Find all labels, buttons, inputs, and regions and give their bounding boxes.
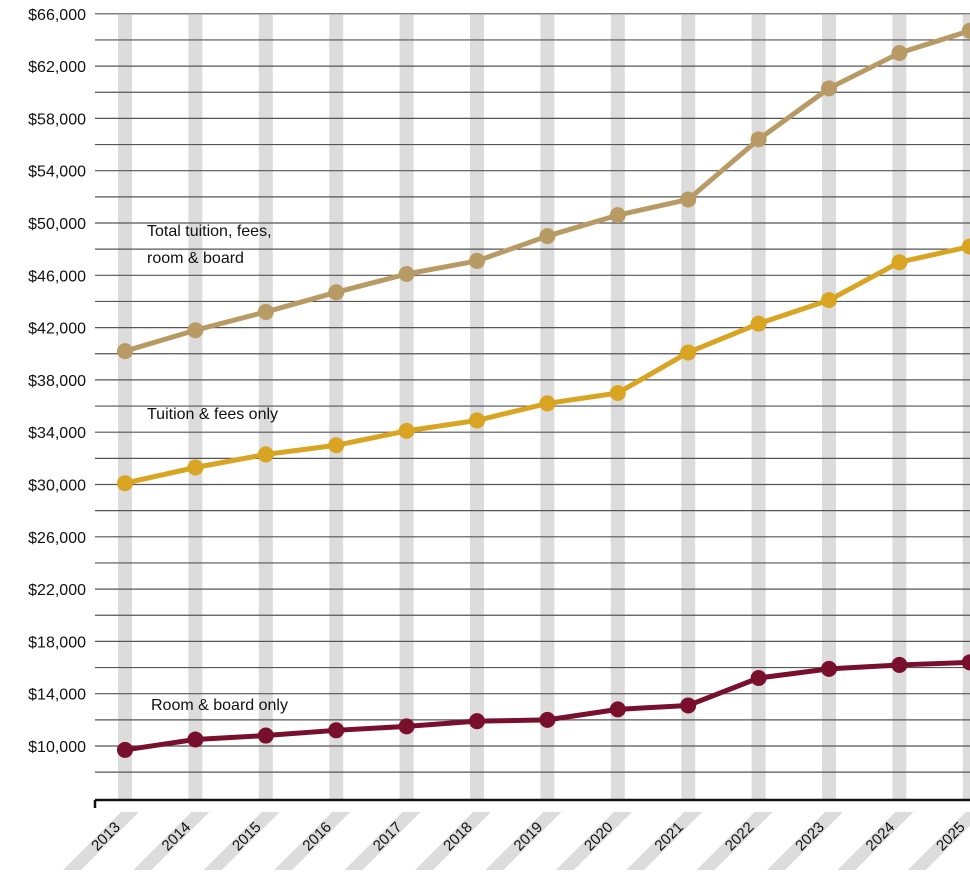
y-tick-label: $22,000 — [28, 582, 86, 599]
y-tick-label: $62,000 — [28, 59, 86, 76]
y-tick-label: $58,000 — [28, 111, 86, 128]
column-band — [470, 15, 484, 800]
data-point-total — [750, 131, 767, 148]
x-tick-stripe — [837, 812, 914, 870]
data-point-room — [469, 713, 485, 730]
series-label-line: Total tuition, fees, — [147, 223, 272, 240]
data-point-tuition — [328, 437, 345, 454]
column-band — [822, 15, 836, 800]
data-point-room — [398, 718, 415, 735]
series-label-total: Total tuition, fees, room & board — [147, 223, 272, 267]
y-tick-label: $30,000 — [28, 478, 86, 495]
data-point-tuition — [117, 475, 133, 492]
data-point-tuition — [750, 315, 767, 332]
data-point-total — [187, 322, 204, 339]
data-point-room — [117, 741, 133, 758]
data-point-total — [891, 45, 908, 62]
data-point-total — [539, 228, 556, 245]
x-tick-stripe — [696, 812, 773, 870]
column-band — [962, 15, 970, 800]
series-label-line: room & board — [147, 250, 244, 267]
x-tick-stripe — [907, 812, 970, 870]
data-point-tuition — [257, 446, 274, 463]
y-axis-ticks: $10,000 $14,000 $18,000 $22,000 $26,000 $30,0… — [28, 7, 86, 756]
data-point-room — [891, 656, 908, 673]
y-tick-label: $46,000 — [28, 268, 86, 285]
data-point-room — [680, 697, 697, 714]
x-tick-stripe — [274, 812, 351, 870]
y-tick-label: $18,000 — [28, 634, 86, 651]
data-point-total — [609, 207, 626, 224]
data-point-room — [821, 660, 837, 677]
data-point-tuition — [609, 384, 626, 401]
column-band — [892, 15, 907, 800]
data-point-room — [609, 701, 626, 718]
data-point-tuition — [680, 344, 697, 361]
y-tick-label: $34,000 — [28, 425, 86, 442]
data-point-total — [821, 80, 837, 97]
x-tick-stripe — [555, 812, 632, 870]
data-point-tuition — [961, 238, 970, 255]
data-point-total — [257, 303, 274, 320]
data-point-room — [328, 722, 345, 739]
data-point-total — [328, 284, 345, 301]
y-tick-label: $26,000 — [28, 530, 86, 547]
series-label-line: Room & board only — [151, 697, 288, 714]
data-point-tuition — [891, 254, 908, 271]
series-label-line: Tuition & fees only — [147, 406, 278, 423]
data-point-total — [469, 252, 485, 269]
data-point-room — [539, 711, 556, 728]
y-tick-label: $54,000 — [28, 164, 86, 181]
x-tick-stripe — [767, 812, 843, 870]
data-point-total — [680, 191, 697, 208]
x-tick-stripe — [203, 812, 280, 870]
x-tick-stripe — [63, 812, 139, 870]
y-tick-label: $66,000 — [28, 7, 86, 24]
y-tick-label: $38,000 — [28, 373, 86, 390]
data-point-total — [117, 343, 133, 360]
data-point-tuition — [469, 412, 485, 429]
data-point-total — [398, 265, 415, 282]
series-lines — [117, 22, 970, 758]
y-tick-label: $10,000 — [28, 739, 86, 756]
column-band — [751, 15, 766, 800]
x-tick-stripe — [485, 812, 562, 870]
data-point-tuition — [539, 395, 556, 412]
gridlines — [95, 13, 970, 773]
column-band — [399, 15, 414, 800]
data-point-tuition — [821, 292, 837, 309]
data-point-tuition — [187, 459, 204, 476]
series-labels: Total tuition, fees, room & board Tuition … — [147, 223, 288, 714]
series-label-tuition: Tuition & fees only — [147, 406, 278, 423]
x-tick-stripe — [626, 812, 703, 870]
column-band — [258, 15, 273, 800]
y-tick-label: $50,000 — [28, 216, 86, 233]
x-tick-stripe — [415, 812, 491, 870]
x-tick-stripe — [344, 812, 421, 870]
column-band — [681, 15, 696, 800]
data-point-room — [257, 727, 274, 744]
x-tick-stripe — [133, 812, 210, 870]
x-axis-ticks: 2013 2014 2015 2016 2017 2018 2019 2020 2021 2022… — [63, 812, 970, 870]
column-band — [188, 15, 203, 800]
series-label-room: Room & board only — [151, 697, 288, 714]
x-axis — [93, 798, 970, 808]
y-tick-label: $14,000 — [28, 687, 86, 704]
data-point-room — [750, 670, 767, 687]
data-point-tuition — [398, 422, 415, 439]
column-band — [118, 15, 132, 800]
data-point-room — [961, 654, 970, 671]
column-band — [329, 15, 344, 800]
column-band — [610, 15, 625, 800]
data-point-total — [961, 22, 970, 39]
data-point-room — [187, 731, 204, 748]
y-tick-label: $42,000 — [28, 321, 86, 338]
